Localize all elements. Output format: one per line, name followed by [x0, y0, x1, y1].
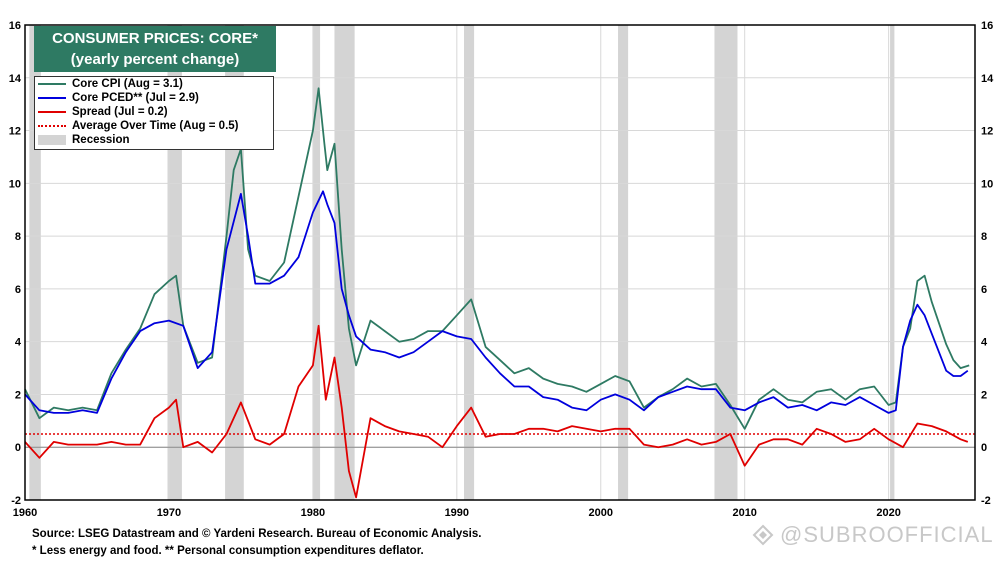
y-tick-left-4: 4	[15, 337, 22, 349]
y-tick-right-0: 0	[981, 442, 987, 454]
y-tick-labels-right: -2 0 2 4 6 8 10 12 14 16	[981, 20, 994, 507]
legend-item-average: Average Over Time (Aug = 0.5)	[35, 119, 273, 133]
legend-label-recession: Recession	[72, 134, 130, 146]
y-tick-labels-left: -2 0 2 4 6 8 10 12 14 16	[9, 20, 22, 507]
y-tick-right-8: 8	[981, 231, 987, 243]
diamond-logo-icon	[752, 524, 774, 546]
legend: Core CPI (Aug = 3.1) Core PCED** (Jul = …	[34, 76, 274, 150]
y-tick-left-6: 6	[15, 284, 21, 296]
chart-title-box: CONSUMER PRICES: CORE* (yearly percent c…	[34, 26, 276, 72]
x-tick-1990: 1990	[445, 507, 469, 519]
x-tick-1970: 1970	[157, 507, 181, 519]
series	[24, 87, 970, 499]
watermark-text: @SUBROOFFICIAL	[780, 522, 994, 547]
recession-band-3	[312, 25, 321, 500]
legend-label-core-pced: Core PCED** (Jul = 2.9)	[72, 92, 199, 104]
x-tick-1960: 1960	[13, 507, 37, 519]
legend-label-spread: Spread (Jul = 0.2)	[72, 106, 168, 118]
legend-item-recession: Recession	[35, 133, 273, 147]
recession-band-0	[29, 25, 41, 500]
legend-label-average: Average Over Time (Aug = 0.5)	[72, 120, 239, 132]
recession-band-4	[334, 25, 355, 500]
x-tick-labels: 1960 1970 1980 1990 2000 2010 2020	[13, 507, 901, 519]
plot-frame	[24, 24, 976, 501]
legend-swatch-core-cpi	[38, 83, 66, 85]
y-tick-right-12: 12	[981, 126, 993, 138]
y-tick-left-16: 16	[9, 20, 21, 32]
y-tick-left-2: 2	[15, 389, 21, 401]
spread-line	[24, 324, 969, 499]
x-tick-2020: 2020	[876, 507, 900, 519]
legend-item-core-cpi: Core CPI (Aug = 3.1)	[35, 77, 273, 91]
core-pced-line	[24, 190, 969, 414]
legend-item-core-pced: Core PCED** (Jul = 2.9)	[35, 91, 273, 105]
recession-band-8	[890, 25, 895, 500]
y-tick-left-10: 10	[9, 178, 21, 190]
y-tick-right-2: 2	[981, 389, 987, 401]
legend-item-spread: Spread (Jul = 0.2)	[35, 105, 273, 119]
y-tick-left-0: 0	[15, 442, 21, 454]
watermark: @SUBROOFFICIAL	[752, 522, 994, 548]
y-tick-right--2: -2	[981, 495, 991, 507]
legend-label-core-cpi: Core CPI (Aug = 3.1)	[72, 78, 183, 90]
y-tick-right-6: 6	[981, 284, 987, 296]
recession-band-7	[714, 25, 738, 500]
y-tick-left-8: 8	[15, 231, 21, 243]
legend-swatch-spread	[38, 111, 66, 113]
footer-source: Source: LSEG Datastream and © Yardeni Re…	[32, 528, 482, 540]
y-tick-right-4: 4	[981, 337, 988, 349]
legend-swatch-recession	[38, 135, 66, 145]
recession-band-6	[618, 25, 629, 500]
x-tick-2010: 2010	[732, 507, 756, 519]
chart-title: CONSUMER PRICES: CORE*	[52, 30, 258, 47]
y-tick-right-14: 14	[981, 73, 994, 85]
x-tick-2000: 2000	[589, 507, 613, 519]
y-tick-right-10: 10	[981, 178, 993, 190]
x-tick-1980: 1980	[301, 507, 325, 519]
y-tick-left--2: -2	[11, 495, 21, 507]
y-tick-left-14: 14	[9, 73, 22, 85]
footer-notes: * Less energy and food. ** Personal cons…	[32, 545, 424, 557]
legend-swatch-average	[38, 125, 66, 127]
chart-subtitle: (yearly percent change)	[70, 51, 240, 68]
recession-band-5	[464, 25, 475, 500]
legend-swatch-core-pced	[38, 97, 66, 99]
y-tick-right-16: 16	[981, 20, 993, 32]
core-cpi-line	[24, 87, 970, 430]
y-tick-left-12: 12	[9, 126, 21, 138]
